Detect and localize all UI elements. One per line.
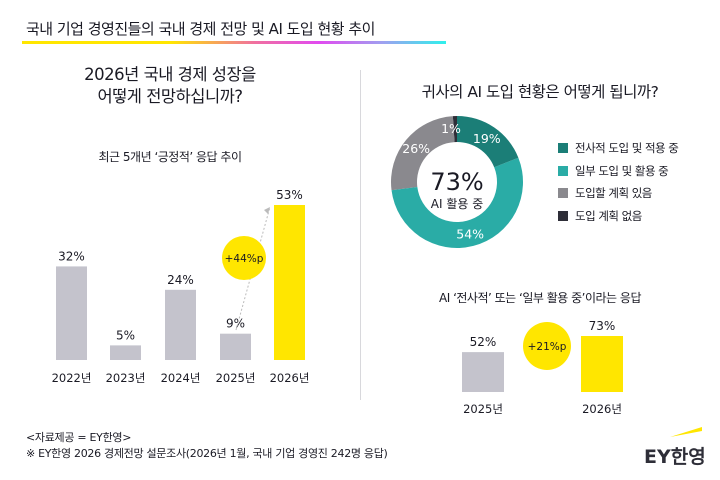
bar-value-label: 9% [226,317,245,331]
donut-slice [452,116,457,143]
x-tick-label: 2024년 [161,371,201,385]
left-question-line1: 2026년 국내 경제 성장을 [84,65,256,84]
x-tick-label: 2023년 [106,371,146,385]
divider [360,70,361,400]
legend-label: 일부 도입 및 활용 중 [575,163,669,178]
bar-value-label: 53% [276,188,303,202]
bar-2024년 [165,289,196,360]
change-badge-label: +44%p [225,253,264,265]
x-tick-label: 2026년 [582,402,622,416]
legend-swatch [558,210,568,221]
donut-slice-label: 26% [402,141,430,156]
x-tick-label: 2025년 [463,402,503,416]
bar-2022년 [56,266,87,360]
ey-logo: EY한영 [644,427,706,468]
x-tick-label: 2026년 [270,371,310,385]
bar-2025년 [462,352,504,392]
survey-note: ※ EY한영 2026 경제전망 설문조사(2026년 1월, 국내 기업 경영… [26,447,388,460]
bar-2026년 [581,336,623,392]
legend-label: 도입할 계획 있음 [575,186,652,200]
donut-slice [391,116,455,191]
bar-2025년 [220,333,251,360]
source-note: <자료제공 = EY한영> [26,431,132,444]
legend-swatch [558,188,568,198]
trend-arrow-line [235,206,271,331]
legend-label: 도입 계획 없음 [575,208,642,223]
bar-2023년 [110,345,141,360]
legend-swatch [558,143,568,153]
bar-value-label: 52% [470,335,497,349]
right-subtitle: AI ‘전사적’ 또는 ‘일부 활용 중’이라는 응답 [439,291,642,305]
donut-slice-label: 19% [473,131,501,146]
donut-slice-label: 54% [456,226,484,241]
donut-slice-label: 1% [441,121,461,136]
legend-item: 일부 도입 및 활용 중 [558,163,669,179]
bar-value-label: 5% [116,328,135,342]
legend-item: 전사적 도입 및 적용 중 [558,140,679,156]
logo-beam-icon [670,427,702,437]
legend-item: 도입 계획 없음 [558,208,642,224]
change-badge [222,236,266,280]
x-tick-label: 2022년 [52,371,92,385]
outlook-bar-chart: 32% 2022년 5% 2023년 24% 2024년 9% 2025년 53% 2026년 +4… [52,188,310,385]
donut-center-value: 73% [430,168,483,196]
change-badge [523,322,571,370]
donut-slice [391,157,523,249]
x-tick-label: 2025년 [216,371,256,385]
left-question: 2026년 국내 경제 성장을 어떻게 전망하십니까? [20,64,320,108]
left-question-line2: 어떻게 전망하십니까? [97,87,243,106]
change-badge-label: +21%p [528,341,567,353]
arrow-head-icon [264,207,270,214]
right-question: 귀사의 AI 도입 현황은 어떻게 됩니까? [421,83,659,101]
left-subtitle: 최근 5개년 ‘긍정적’ 응답 추이 [98,150,242,164]
bar-value-label: 73% [589,319,616,333]
page-title: 국내 기업 경영진들의 국내 경제 전망 및 AI 도입 현황 추이 [26,20,375,38]
logo-text: EY한영 [644,446,706,468]
donut-slice [457,116,519,168]
legend-item: 도입할 계획 있음 [558,185,652,201]
bar-value-label: 24% [167,273,194,287]
legend-swatch [558,165,568,176]
legend-label: 전사적 도입 및 적용 중 [575,141,679,155]
ai-usage-bar-chart: 52% 2025년 73% 2026년 +21%p [462,319,623,416]
title-underline [22,41,446,44]
bar-value-label: 32% [58,249,85,263]
donut-center-label: AI 활용 중 [431,197,484,211]
bar-2026년 [274,205,305,360]
ai-adoption-donut: 73% AI 활용 중 19% 54% 26% 1% [391,116,523,249]
